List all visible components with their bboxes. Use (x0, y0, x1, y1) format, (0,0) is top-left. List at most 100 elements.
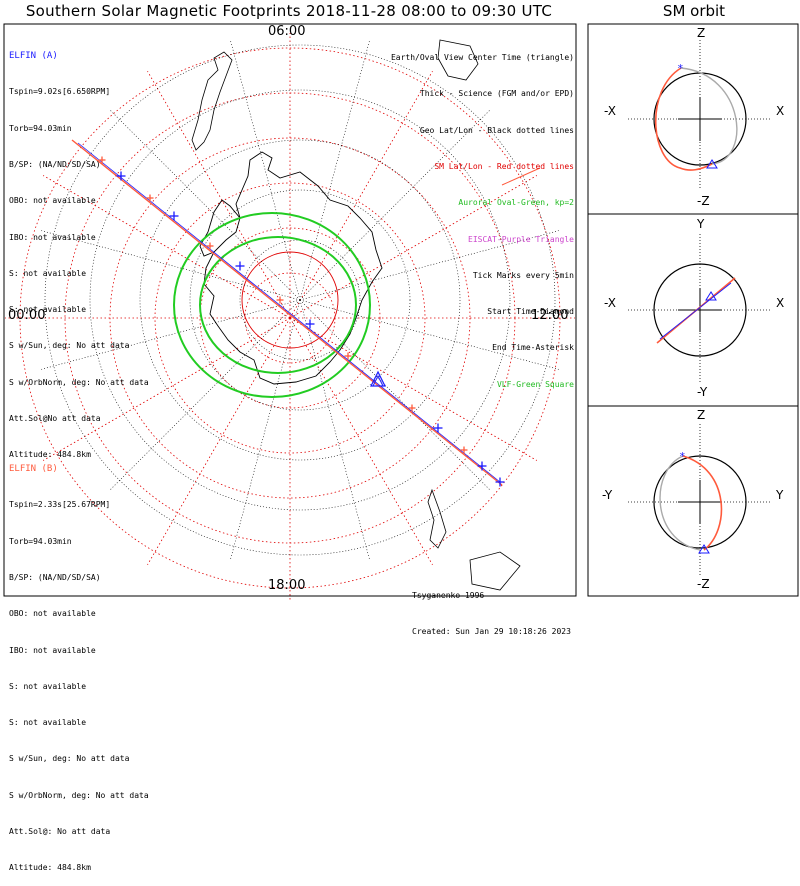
geo-longitude-line (229, 39, 301, 301)
orbit-1-top-label: Z (697, 26, 706, 40)
clock-label-bottom: 18:00 (268, 578, 306, 593)
orbit-1-right-label: X (776, 104, 785, 118)
sm-latitude-circle (199, 227, 381, 409)
sm-latitude-circle (154, 182, 426, 454)
elfin-a-line: Altitude: 484.8km (9, 450, 91, 460)
page-title: Southern Solar Magnetic Footprints 2018-… (25, 2, 553, 20)
legend-item: Start Time-Diamond (487, 307, 574, 317)
orbit-3-bottom-label: -Z (697, 577, 710, 591)
elfin-a-line: Tspin=9.02s[6.650RPM] (9, 87, 111, 97)
orbit-panel-yz-frame (587, 405, 799, 597)
elfin-a-line: Torb=94.03min (9, 123, 72, 133)
sm-longitude-line (289, 317, 433, 566)
elfin-a-info: ELFIN (A) Tspin=9.02s[6.650RPM] Torb=94.… (9, 26, 149, 473)
orbit-2-bottom-label: -Y (697, 385, 708, 399)
legend-item: Geo Lat/Lon - Black dotted lines (419, 125, 574, 135)
clock-label-left: 00:00 (8, 308, 46, 323)
orbit-3-start-marker: * (679, 450, 686, 463)
orbit-1-center-triangle (706, 159, 718, 169)
elfin-b-line: S: not available (9, 681, 87, 691)
clock-label-top: 06:00 (268, 24, 306, 39)
credit-created: Created: Sun Jan 29 10:18:26 2023 (412, 627, 571, 636)
elfin-b-line: OBO: not available (9, 609, 96, 619)
sm-longitude-line (42, 175, 291, 319)
elfin-a-line: S: not available (9, 305, 87, 315)
orbit-1-left-label: -X (604, 104, 616, 118)
geo-longitude-line (299, 299, 492, 492)
peninsula-outline (199, 199, 241, 257)
geo-latitude-circle (139, 139, 461, 461)
geo-longitude-line (39, 299, 301, 371)
sm-longitude-line (42, 317, 291, 461)
orbit-2-center-triangle (705, 291, 717, 301)
credit: Tsyganenko-1996 Created: Sun Jan 29 10:1… (412, 566, 571, 650)
orbit-2-left-label: -X (604, 296, 616, 310)
geo-longitude-line (299, 299, 561, 371)
elfin-a-line: S: not available (9, 268, 87, 278)
elfin-b-line: Tspin=2.33s[25.67RPM] (9, 500, 111, 510)
elfin-b-name: ELFIN (B) (9, 464, 58, 475)
legend-item: SM Lat/Lon - Red dotted lines (434, 162, 574, 172)
elfin-b-line: B/SP: (NA/ND/SD/SA) (9, 573, 101, 583)
legend-item: Earth/Oval View Center Time (triangle) (390, 53, 574, 63)
geo-latitude-circle (89, 89, 511, 511)
orbit-2-earth (653, 263, 747, 357)
elfin-b-info: ELFIN (B) Tspin=2.33s[25.67RPM] Torb=94.… (9, 439, 149, 886)
auroral-oval-inner (199, 236, 357, 374)
legend-item: Tick Marks every 5min (472, 270, 574, 280)
geo-longitude-line (108, 299, 301, 492)
elfin-a-track (77, 142, 501, 483)
geo-longitude-line (299, 229, 561, 301)
orbit-3-track-b (682, 455, 723, 551)
geo-longitude-line (299, 299, 371, 561)
elfin-b-track (71, 139, 503, 486)
elfin-a-line: S w/OrbNorm, deg: No att data (9, 377, 149, 387)
geo-longitude-line (299, 39, 371, 301)
orbit-2-top-label: Y (697, 217, 705, 231)
orbit-1-start-marker: * (677, 62, 684, 75)
polar-map (5, 33, 575, 600)
south-america-outline (191, 51, 233, 151)
elfin-a-line: OBO: not available (9, 196, 96, 206)
clock-label-right: 12:00 (531, 308, 569, 323)
sm-longitude-line (147, 317, 291, 566)
geo-latitude-circle (189, 189, 411, 411)
elfin-a-line: IBO: not available (9, 232, 96, 242)
elfin-a-line: S w/Sun, deg: No att data (9, 341, 130, 351)
elfin-b-line: Torb=94.03min (9, 536, 72, 546)
legend-item: Thick - Science (FGM and/or EPD) (419, 89, 574, 99)
credit-model: Tsyganenko-1996 (412, 591, 485, 600)
map-frame (3, 23, 577, 597)
legend: Earth/Oval View Center Time (triangle) T… (391, 28, 574, 403)
elfin-b-track-wrap (501, 167, 541, 186)
geo-longitude-line (229, 299, 301, 561)
elfin-a-name: ELFIN (A) (9, 51, 58, 62)
sm-longitude-line (289, 70, 433, 319)
orbit-1-track-b (654, 67, 713, 171)
elfin-b-line: S w/OrbNorm, deg: No att data (9, 790, 149, 800)
main-canvas: ** (3, 23, 799, 600)
inner-sm-circle (241, 251, 339, 349)
elfin-b-line: Altitude: 484.8km (9, 863, 91, 873)
geo-latitude-circle (44, 44, 556, 556)
antarctica-outline (203, 151, 383, 385)
sm-latitude-circle (19, 47, 561, 589)
elfin-b-center-triangle (372, 374, 384, 387)
legend-item: VLF-Green Square (496, 379, 574, 389)
elfin-a-line: B/SP: (NA/ND/SD/SA) (9, 160, 101, 170)
legend-item: EISCAT-Purple Triangle (468, 234, 574, 244)
geo-longitude-line (299, 108, 492, 301)
africa-outline (437, 39, 479, 81)
new-zealand-outline (427, 488, 447, 549)
elfin-b-line: S w/Sun, deg: No att data (9, 754, 130, 764)
australia-outline (469, 551, 521, 591)
geo-longitude-line (108, 108, 301, 301)
orbit-title: SM orbit (662, 2, 726, 20)
orbit-2-track-a (659, 282, 732, 340)
orbit-3-center-triangle (698, 544, 710, 554)
orbit-3-left-label: -Y (602, 488, 613, 502)
legend-item: Auroral Oval-Green, kp=2 (458, 198, 574, 208)
orbit-plots: ** (628, 40, 770, 575)
elfin-a-line: Att.Sol@No att data (9, 414, 101, 423)
orbit-3-track-gray (659, 455, 701, 551)
